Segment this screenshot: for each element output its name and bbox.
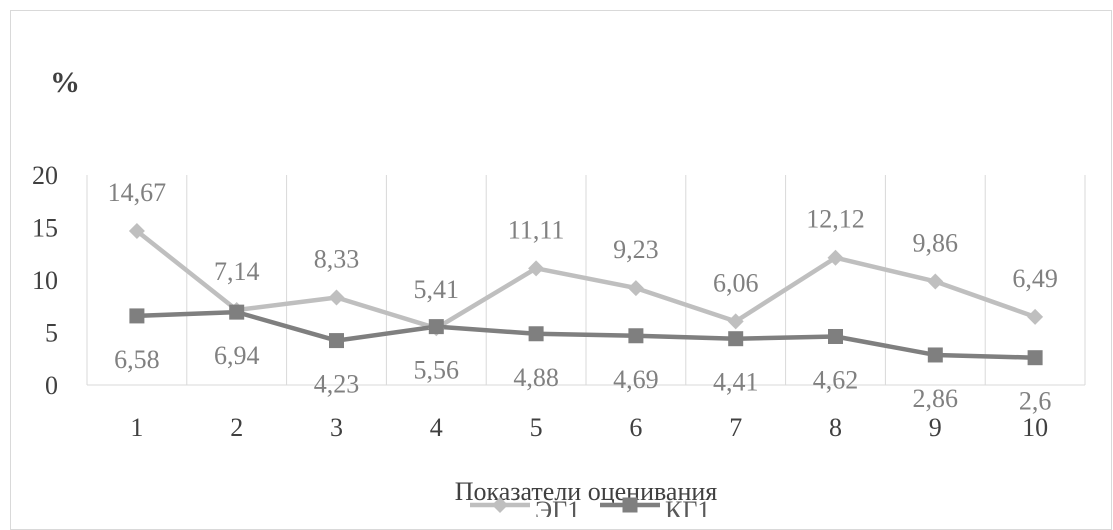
data-label: 2,86 [913, 384, 959, 413]
data-label: 6,58 [114, 345, 160, 374]
legend-label: ЭГ1 [535, 496, 580, 517]
data-label: 5,56 [414, 356, 460, 385]
data-label: 11,11 [508, 215, 565, 244]
data-point [528, 326, 544, 342]
data-label: 9,23 [613, 235, 659, 264]
data-point [827, 249, 844, 266]
y-tick-label: 20 [32, 161, 58, 190]
legend-marker [492, 497, 508, 513]
x-tick-label: 9 [929, 413, 942, 442]
x-tick-label: 3 [330, 413, 343, 442]
data-point [927, 273, 944, 290]
data-point [428, 319, 444, 335]
series-lines [135, 229, 1036, 360]
y-tick-label: 0 [45, 371, 58, 400]
chart-frame [10, 10, 1112, 530]
data-point [128, 222, 145, 239]
x-tick-label: 8 [829, 413, 842, 442]
x-tick-label: 5 [530, 413, 543, 442]
data-label: 12,12 [806, 205, 865, 234]
data-label: 4,41 [713, 368, 759, 397]
data-point [828, 328, 843, 344]
data-point [328, 289, 345, 306]
x-tick-label: 1 [130, 413, 143, 442]
data-label: 4,69 [613, 365, 659, 394]
data-label: 14,67 [108, 178, 167, 207]
x-tick-label: 2 [230, 413, 243, 442]
x-tick-label: 10 [1022, 413, 1048, 442]
data-point [229, 304, 245, 320]
data-label: 6,49 [1012, 264, 1058, 293]
data-point [1027, 350, 1043, 366]
data-label: 4,23 [314, 370, 360, 399]
x-tick-label: 7 [729, 413, 742, 442]
x-tick-label: 4 [430, 413, 443, 442]
data-point [329, 333, 344, 349]
legend: ЭГ1 КГ1 [470, 496, 710, 517]
data-point [627, 280, 644, 297]
legend-label: КГ1 [665, 496, 710, 517]
series-markers [128, 222, 1044, 366]
data-point [129, 308, 145, 324]
x-axis-ticks: 1 2 3 4 5 6 7 8 9 10 [130, 413, 1048, 442]
data-labels: 14,67 7,14 8,33 5,41 11,11 9,23 6,06 12,12 9,86 6… [108, 178, 1058, 416]
data-point [727, 313, 744, 330]
data-point [528, 260, 545, 277]
data-label: 2,6 [1019, 387, 1052, 416]
y-tick-label: 10 [32, 266, 58, 295]
data-label: 9,86 [913, 228, 959, 257]
unit-label: % [50, 66, 80, 99]
series-line [135, 229, 1036, 331]
data-label: 4,62 [813, 365, 859, 394]
y-tick-label: 5 [45, 319, 58, 348]
data-label: 4,88 [513, 363, 559, 392]
x-tick-label: 6 [629, 413, 642, 442]
data-label: 6,06 [713, 268, 759, 297]
data-point [927, 347, 943, 363]
data-point [628, 328, 644, 344]
data-point [728, 331, 744, 347]
data-label: 8,33 [314, 245, 360, 274]
y-tick-label: 15 [32, 214, 58, 243]
legend-marker [622, 497, 638, 513]
data-label: 6,94 [214, 341, 260, 370]
y-axis-ticks: 0 5 10 15 20 [32, 161, 58, 400]
data-label: 7,14 [214, 257, 260, 286]
line-chart: 0 5 10 15 20 1 2 3 4 5 6 7 8 9 10 14,67 7,14 8,33 5,41 11… [32, 161, 1086, 517]
series-line [136, 309, 1036, 360]
data-point [1027, 308, 1044, 325]
data-label: 5,41 [414, 275, 460, 304]
